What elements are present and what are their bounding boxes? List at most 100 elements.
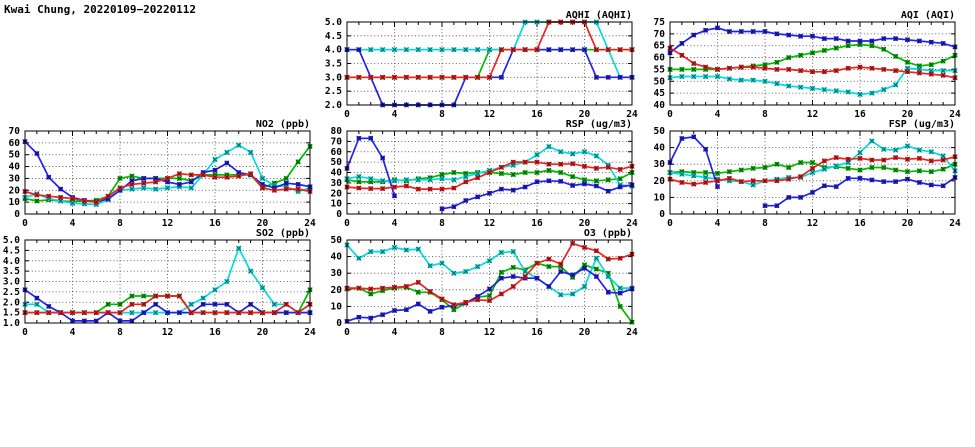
y-tick-label: 40 (9, 162, 21, 173)
chart-title: SO2 (ppb) (256, 228, 310, 239)
y-tick-label: 70 (654, 29, 666, 40)
x-tick-label: 20 (257, 327, 269, 338)
x-tick-label: 0 (667, 218, 673, 229)
x-tick-label: 24 (304, 218, 316, 229)
series-green (667, 159, 958, 176)
y-tick-label: 3.0 (325, 72, 342, 83)
plot-border (346, 239, 633, 324)
y-tick-label: 0 (659, 209, 665, 220)
x-tick-label: 8 (439, 109, 445, 120)
y-tick-label: 0 (336, 209, 342, 220)
x-tick-label: 20 (902, 218, 914, 229)
chart-title: RSP (ug/m3) (566, 119, 632, 130)
x-tick-label: 4 (392, 327, 398, 338)
y-tick-label: 70 (331, 136, 343, 147)
x-tick-label: 12 (807, 109, 818, 120)
x-tick-label: 0 (667, 109, 673, 120)
x-tick-label: 20 (257, 218, 269, 229)
x-tick-label: 4 (392, 109, 398, 120)
series-blue (667, 134, 958, 209)
series-red (22, 293, 313, 316)
chart-title: NO2 (ppb) (256, 119, 310, 130)
x-tick-label: 16 (531, 109, 543, 120)
y-tick-label: 60 (9, 138, 21, 149)
chart-so2: 1.01.52.02.53.03.54.04.55.0 0 4 8 12 16 20 24 SO… (3, 228, 316, 338)
x-tick-label: 24 (626, 109, 638, 120)
chart-o3: 0 10 20 30 40 50 0 4 8 12 16 20 24 O3 (ppb) (331, 228, 638, 338)
x-tick-label: 20 (902, 109, 914, 120)
x-tick-label: 0 (344, 218, 350, 229)
y-tick-label: 4.5 (3, 245, 20, 256)
x-tick-label: 24 (949, 109, 961, 120)
y-tick-label: 40 (331, 168, 343, 179)
x-tick-label: 4 (70, 327, 76, 338)
y-tick-label: 4.5 (325, 31, 342, 42)
x-tick-label: 4 (392, 218, 398, 229)
y-tick-label: 45 (654, 88, 666, 99)
x-tick-label: 20 (579, 327, 591, 338)
x-tick-label: 12 (484, 327, 495, 338)
y-tick-label: 20 (331, 188, 343, 199)
x-tick-label: 24 (304, 327, 316, 338)
chart-title: O3 (ppb) (584, 228, 632, 239)
plot-border (669, 21, 956, 106)
y-tick-label: 55 (654, 64, 666, 75)
y-tick-label: 0 (14, 209, 20, 220)
x-tick-label: 20 (579, 109, 591, 120)
y-tick-label: 2.5 (3, 287, 20, 298)
x-tick-label: 12 (162, 218, 173, 229)
y-tick-label: 70 (9, 126, 21, 137)
x-tick-label: 12 (162, 327, 173, 338)
y-tick-label: 1.0 (3, 318, 20, 329)
y-tick-label: 1.5 (3, 308, 20, 319)
y-tick-label: 10 (654, 192, 666, 203)
x-tick-label: 4 (70, 218, 76, 229)
grid (25, 131, 310, 214)
y-tick-label: 50 (331, 157, 343, 168)
y-tick-label: 30 (331, 268, 343, 279)
y-tick-label: 50 (9, 150, 21, 161)
x-tick-label: 20 (579, 218, 591, 229)
y-tick-label: 4.0 (325, 45, 342, 56)
grid (347, 22, 632, 105)
y-tick-label: 50 (331, 235, 343, 246)
chart-title: AQI (AQI) (901, 10, 955, 21)
y-tick-label: 30 (9, 173, 21, 184)
y-tick-label: 2.0 (325, 100, 342, 111)
axis-labels: 0 10 20 30 40 50 0 4 8 12 16 20 24 (654, 126, 961, 229)
y-tick-label: 10 (331, 199, 343, 210)
y-tick-label: 2.0 (3, 297, 20, 308)
y-tick-label: 2.5 (325, 86, 342, 97)
series-cyan (22, 245, 313, 316)
series-green (22, 143, 313, 205)
chart-title: FSP (ug/m3) (889, 119, 955, 130)
x-tick-label: 12 (484, 109, 495, 120)
y-tick-label: 65 (654, 41, 666, 52)
x-tick-label: 16 (209, 218, 221, 229)
plot-border (669, 130, 956, 215)
x-tick-label: 4 (715, 109, 721, 120)
grid (25, 240, 310, 323)
y-tick-label: 60 (331, 147, 343, 158)
plot-border (346, 21, 633, 106)
y-tick-label: 40 (331, 252, 343, 263)
x-tick-label: 16 (209, 327, 221, 338)
chart-title: AQHI (AQHI) (566, 10, 632, 21)
page-title: Kwai Chung, 20220109−20220112 (4, 3, 197, 16)
y-tick-label: 20 (331, 285, 343, 296)
y-tick-label: 5.0 (3, 235, 20, 246)
y-tick-label: 4.0 (3, 256, 20, 267)
y-tick-label: 30 (331, 178, 343, 189)
y-tick-label: 0 (336, 318, 342, 329)
x-tick-label: 0 (22, 327, 28, 338)
x-tick-label: 4 (715, 218, 721, 229)
x-tick-label: 16 (531, 218, 543, 229)
y-tick-label: 10 (9, 197, 21, 208)
x-tick-label: 8 (117, 218, 123, 229)
y-tick-label: 40 (654, 100, 666, 111)
